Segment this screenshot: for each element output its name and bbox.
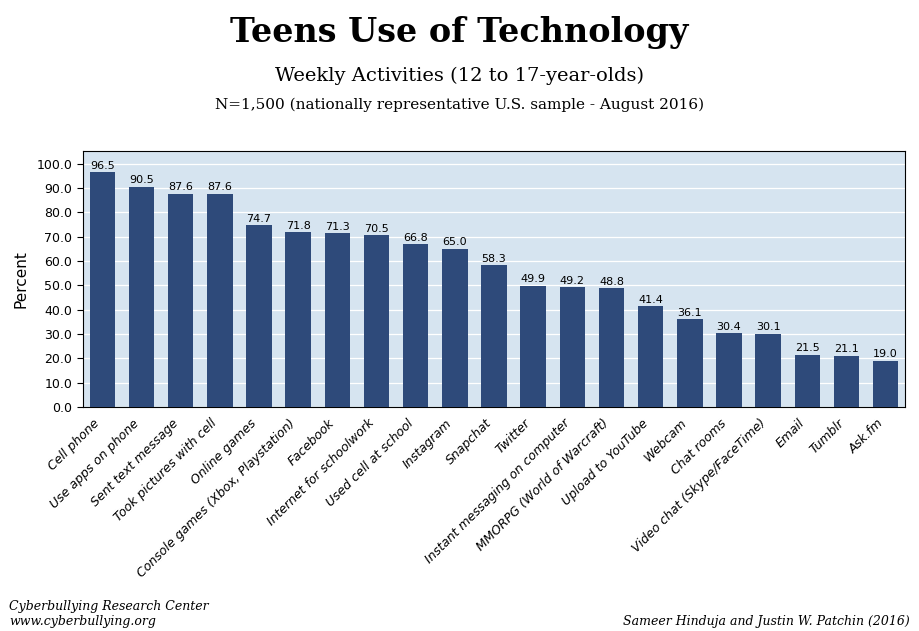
Text: 71.8: 71.8	[286, 221, 311, 231]
Text: Teens Use of Technology: Teens Use of Technology	[231, 16, 688, 49]
Text: 65.0: 65.0	[442, 237, 467, 247]
Bar	[638, 306, 664, 407]
Text: 49.9: 49.9	[521, 274, 546, 284]
Text: 74.7: 74.7	[246, 214, 271, 224]
Text: 87.6: 87.6	[168, 182, 193, 192]
Bar	[246, 225, 272, 407]
Bar	[873, 361, 899, 407]
Bar	[795, 355, 820, 407]
Text: 30.4: 30.4	[717, 322, 742, 331]
Text: 90.5: 90.5	[129, 175, 153, 186]
Text: Weekly Activities (12 to 17-year-olds): Weekly Activities (12 to 17-year-olds)	[275, 66, 644, 85]
Bar	[599, 288, 624, 407]
Bar	[89, 172, 115, 407]
Text: 41.4: 41.4	[638, 295, 664, 305]
Bar	[520, 286, 546, 407]
Bar	[129, 187, 154, 407]
Bar	[286, 232, 311, 407]
Text: Sameer Hinduja and Justin W. Patchin (2016): Sameer Hinduja and Justin W. Patchin (20…	[623, 615, 910, 628]
Text: 21.1: 21.1	[834, 344, 859, 354]
Bar	[834, 356, 859, 407]
Bar	[560, 287, 585, 407]
Bar	[168, 194, 193, 407]
Bar	[364, 235, 389, 407]
Text: 21.5: 21.5	[795, 343, 820, 353]
Text: 48.8: 48.8	[599, 277, 624, 286]
Text: 71.3: 71.3	[325, 222, 349, 232]
Text: 66.8: 66.8	[403, 233, 428, 243]
Bar	[207, 194, 233, 407]
Text: 87.6: 87.6	[208, 182, 233, 192]
Bar	[716, 333, 742, 407]
Bar	[324, 233, 350, 407]
Text: 70.5: 70.5	[364, 224, 389, 234]
Y-axis label: Percent: Percent	[13, 251, 28, 308]
Text: 30.1: 30.1	[755, 322, 780, 333]
Bar	[677, 319, 702, 407]
Bar	[403, 244, 428, 407]
Text: Cyberbullying Research Center
www.cyberbullying.org: Cyberbullying Research Center www.cyberb…	[9, 600, 209, 628]
Bar	[482, 265, 506, 407]
Text: 96.5: 96.5	[90, 161, 115, 170]
Text: N=1,500 (nationally representative U.S. sample - August 2016): N=1,500 (nationally representative U.S. …	[215, 98, 704, 112]
Text: 58.3: 58.3	[482, 254, 506, 264]
Text: 49.2: 49.2	[560, 276, 584, 286]
Bar	[442, 249, 468, 407]
Text: 36.1: 36.1	[677, 308, 702, 317]
Bar	[755, 334, 781, 407]
Text: 19.0: 19.0	[873, 350, 898, 359]
